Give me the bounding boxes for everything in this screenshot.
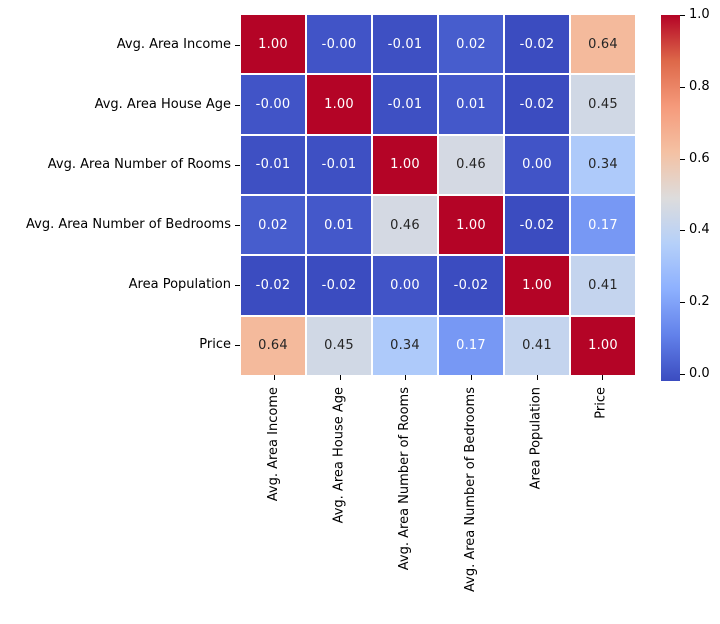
colorbar-tick-label: 0.4 (689, 222, 710, 238)
colorbar-tick-mark (680, 15, 685, 16)
y-tick-mark (235, 225, 240, 226)
x-tick-mark (273, 375, 275, 380)
heatmap-cell: -0.00 (307, 15, 371, 74)
row-label: Avg. Area House Age (94, 97, 231, 112)
heatmap-cell: 1.00 (373, 135, 437, 194)
heatmap-cell: 0.17 (439, 316, 503, 375)
heatmap-cell: -0.01 (373, 75, 437, 134)
heatmap-cell: -0.02 (241, 256, 305, 315)
heatmap-cell: 0.41 (505, 316, 569, 375)
col-label: Price (594, 387, 610, 419)
heatmap-cell: 1.00 (505, 256, 569, 315)
col-label: Avg. Area Number of Rooms (397, 387, 413, 571)
y-tick-mark (235, 285, 240, 286)
heatmap-cell: 0.17 (571, 195, 635, 255)
heatmap-cell: 0.00 (373, 256, 437, 315)
x-tick-mark (339, 375, 341, 380)
heatmap-cell: 0.46 (373, 195, 437, 255)
heatmap-cell: -0.01 (373, 15, 437, 74)
y-tick-mark (235, 345, 240, 346)
heatmap-cell: 0.64 (571, 15, 635, 74)
heatmap-cell: 1.00 (241, 15, 305, 74)
heatmap-cell: 1.00 (439, 195, 503, 255)
colorbar-tick-label: 1.0 (689, 7, 710, 22)
heatmap-cell: 1.00 (307, 75, 371, 134)
y-tick-mark (235, 45, 240, 46)
heatmap-cell: -0.02 (439, 256, 503, 315)
colorbar-tick-label: 0.0 (689, 365, 710, 381)
heatmap-cell: -0.02 (307, 256, 371, 315)
x-tick-mark (470, 375, 472, 380)
y-tick-mark (235, 105, 240, 106)
heatmap-cell: -0.02 (505, 15, 569, 74)
colorbar-tick-mark (680, 302, 685, 304)
heatmap-cell: 0.34 (571, 135, 635, 194)
heatmap-cell: 0.45 (307, 316, 371, 375)
col-label: Avg. Area Number of Bedrooms (462, 387, 478, 592)
heatmap-cell: -0.01 (241, 135, 305, 194)
heatmap-cell: 0.01 (307, 195, 371, 255)
heatmap-cell: 0.00 (505, 135, 569, 194)
heatmap-cell: 0.41 (571, 256, 635, 315)
colorbar (661, 15, 680, 381)
colorbar-tick-label: 0.6 (689, 150, 710, 166)
row-label: Price (199, 337, 231, 352)
heatmap-cell: -0.02 (505, 195, 569, 255)
heatmap-cell: 1.00 (571, 316, 635, 375)
col-label: Avg. Area House Age (331, 387, 347, 524)
colorbar-tick-label: 0.2 (689, 294, 710, 310)
heatmap-cell: -0.00 (241, 75, 305, 134)
x-tick-mark (536, 375, 538, 380)
heatmap-cell: 0.02 (241, 195, 305, 255)
row-label: Avg. Area Income (116, 37, 231, 52)
heatmap-cell: 0.02 (439, 15, 503, 74)
colorbar-tick-mark (680, 373, 685, 375)
row-label: Avg. Area Number of Rooms (47, 157, 231, 172)
x-tick-mark (602, 375, 604, 380)
row-label: Avg. Area Number of Bedrooms (26, 217, 231, 232)
heatmap-cell: -0.01 (307, 135, 371, 194)
heatmap-cell: 0.01 (439, 75, 503, 134)
colorbar-tick-label: 0.8 (689, 78, 710, 94)
colorbar-tick-mark (680, 86, 685, 88)
heatmap-grid: 1.00 -0.00 -0.01 0.02 -0.02 0.64 -0.00 1.00 -0.0… (241, 15, 635, 375)
heatmap-cell: 0.64 (241, 316, 305, 375)
heatmap-cell: 0.45 (571, 75, 635, 134)
heatmap-cell: 0.34 (373, 316, 437, 375)
col-label: Avg. Area Income (265, 387, 281, 502)
heatmap-cell: -0.02 (505, 75, 569, 134)
colorbar-tick-mark (680, 158, 685, 160)
y-tick-mark (235, 165, 240, 166)
colorbar-tick-mark (680, 230, 685, 232)
x-tick-mark (405, 375, 407, 380)
heatmap-cell: 0.46 (439, 135, 503, 194)
col-label: Area Population (528, 387, 544, 490)
row-label: Area Population (128, 277, 231, 292)
